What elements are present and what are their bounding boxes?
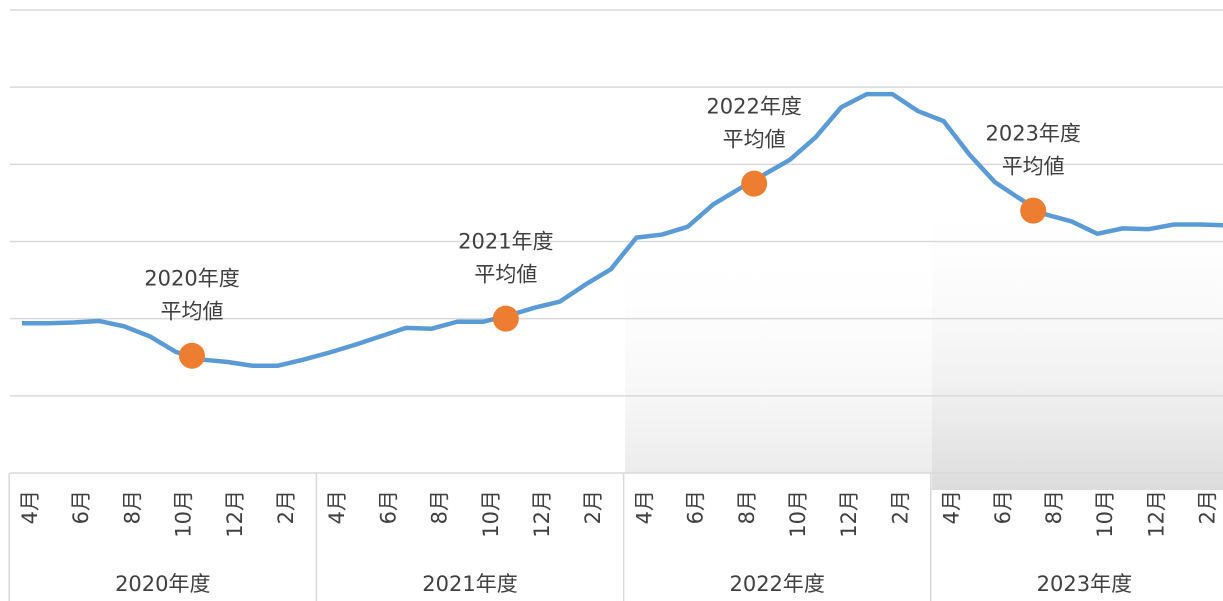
x-tick-label: 8月 [120, 490, 144, 524]
x-tick-label: 4月 [940, 490, 964, 524]
x-tick-label: 8月 [735, 490, 759, 524]
x-tick-label: 10月 [172, 490, 196, 538]
watermark: XX [724, 259, 765, 294]
average-point [741, 170, 768, 197]
x-tick-label: 12月 [837, 490, 861, 538]
x-tick-label: 6月 [376, 490, 400, 524]
annotation: 平均値 [1002, 155, 1065, 179]
annotation: 2021年度 [458, 230, 553, 254]
x-tick-label: 4月 [18, 490, 42, 524]
x-tick-label: 8月 [1042, 490, 1066, 524]
annotation: 2020年度 [144, 267, 239, 291]
average-point [492, 305, 519, 332]
x-tick-label: 10月 [479, 490, 503, 538]
annotation: 平均値 [474, 263, 537, 287]
x-tick-label: 12月 [1144, 490, 1168, 538]
shade [625, 240, 932, 473]
x-tick-label: 8月 [428, 490, 452, 524]
annotation: 平均値 [723, 128, 786, 152]
x-tick-label: 2月 [274, 490, 298, 524]
x-tick-label: 6月 [684, 490, 708, 524]
average-point [178, 342, 205, 369]
annotation: 2023年度 [985, 122, 1080, 146]
group-label: 2021年度 [422, 572, 517, 596]
x-tick-label: 6月 [991, 490, 1015, 524]
x-tick-label: 2月 [888, 490, 912, 524]
x-tick-label: 12月 [530, 490, 554, 538]
group-label: 2020年度 [115, 572, 210, 596]
x-tick-label: 10月 [786, 490, 810, 538]
group-label: 2022年度 [729, 572, 824, 596]
shade [932, 190, 1223, 490]
x-tick-label: 4月 [325, 490, 349, 524]
x-tick-label: 10月 [1093, 490, 1117, 538]
average-point [1020, 197, 1047, 224]
annotation: 平均値 [160, 300, 223, 324]
x-tick-label: 2月 [581, 490, 605, 524]
x-tick-label: 12月 [223, 490, 247, 538]
x-tick-label: 4月 [632, 490, 656, 524]
x-tick-label: 2月 [1196, 490, 1220, 524]
x-tick-label: 6月 [69, 490, 93, 524]
group-label: 2023年度 [1037, 572, 1132, 596]
annotation: 2022年度 [706, 95, 801, 119]
